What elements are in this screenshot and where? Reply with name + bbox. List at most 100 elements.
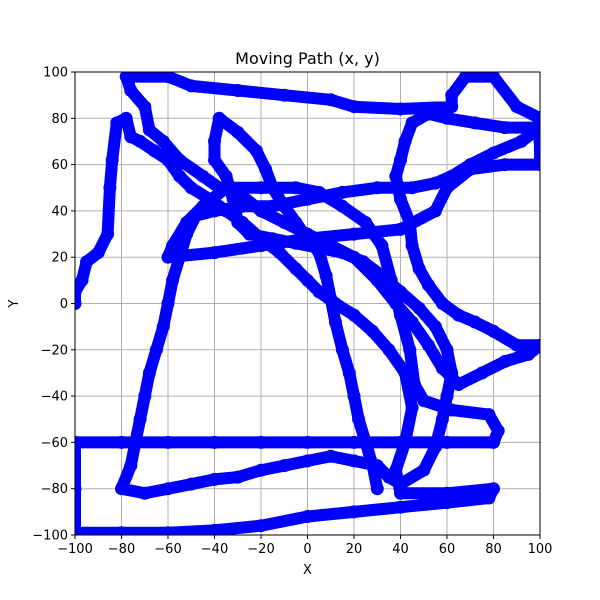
path-point	[219, 169, 233, 183]
path-point	[405, 181, 419, 195]
path-point	[445, 366, 459, 380]
path-point	[510, 100, 524, 114]
x-tick-label: 0	[303, 542, 311, 557]
path-point	[312, 185, 326, 199]
path-point	[173, 153, 187, 167]
path-point	[277, 199, 291, 213]
y-tick-label: −60	[41, 436, 68, 451]
path-point	[440, 496, 454, 510]
path-point	[445, 88, 459, 102]
path-point	[289, 262, 303, 276]
path-point	[212, 181, 226, 195]
path-point	[101, 227, 115, 241]
path-point	[452, 378, 466, 391]
path-point	[133, 412, 147, 426]
path-point	[428, 440, 442, 454]
path-point	[166, 273, 180, 287]
path-point	[375, 239, 389, 253]
path-point	[208, 153, 221, 167]
path-point	[231, 470, 245, 484]
path-point	[231, 84, 245, 97]
path-point	[266, 232, 280, 246]
path-point	[491, 424, 505, 438]
path-point	[124, 84, 138, 97]
path-point	[301, 192, 314, 206]
path-point	[324, 239, 338, 253]
path-point	[254, 435, 268, 449]
path-point	[75, 435, 82, 449]
path-point	[403, 216, 417, 229]
path-point	[128, 435, 142, 449]
path-point	[324, 449, 338, 463]
path-point	[156, 134, 170, 148]
path-point	[161, 153, 175, 167]
path-point	[452, 308, 466, 322]
path-point	[521, 347, 535, 361]
path-point	[328, 315, 342, 329]
path-point	[249, 144, 263, 158]
path-point	[405, 116, 419, 130]
path-point	[161, 297, 175, 310]
path-point	[115, 526, 128, 535]
path-point	[435, 297, 449, 310]
y-tick-label: −100	[32, 529, 68, 544]
path-point	[533, 134, 540, 148]
path-point	[405, 401, 419, 415]
path-point	[412, 262, 426, 276]
path-point	[482, 408, 496, 422]
path-point	[138, 486, 152, 500]
path-point	[277, 88, 291, 102]
path-point	[487, 435, 500, 449]
path-point	[161, 526, 175, 535]
path-point	[366, 459, 380, 473]
x-tick-label: −20	[247, 542, 274, 557]
path-point	[335, 185, 349, 199]
x-tick-label: 80	[485, 542, 502, 557]
path-point	[189, 209, 203, 222]
path-point	[533, 158, 540, 172]
path-point	[533, 121, 540, 135]
path-point	[421, 107, 435, 121]
path-point	[161, 250, 175, 264]
x-tick-label: −60	[154, 542, 181, 557]
path-point	[103, 181, 117, 195]
x-tick-label: 100	[528, 542, 553, 557]
path-point	[266, 181, 280, 195]
path-point	[161, 72, 175, 84]
path-point	[259, 162, 273, 176]
x-tick-label: −40	[201, 542, 228, 557]
path-point	[394, 102, 407, 116]
path-point	[301, 435, 314, 449]
path-point	[138, 100, 152, 114]
path-point	[208, 134, 221, 148]
path-point	[394, 500, 407, 514]
y-tick-label: −20	[41, 343, 68, 358]
path-point	[208, 204, 221, 218]
y-tick-label: 80	[51, 112, 68, 127]
path-point	[142, 123, 156, 137]
x-axis-label: X	[303, 563, 312, 578]
path-point	[75, 285, 82, 299]
x-tick-label: 40	[392, 542, 409, 557]
path-point	[459, 72, 473, 84]
path-point	[208, 523, 221, 535]
path-point	[91, 246, 105, 260]
path-point	[138, 389, 152, 403]
path-point	[440, 343, 454, 357]
path-point	[389, 169, 403, 183]
path-point	[440, 181, 454, 195]
path-point	[149, 343, 163, 357]
path-point	[487, 324, 500, 338]
path-point	[487, 146, 500, 160]
path-point	[405, 315, 419, 329]
path-point	[254, 204, 268, 218]
x-tick-label: 20	[346, 542, 363, 557]
path-point	[347, 227, 361, 241]
path-point	[440, 435, 454, 449]
path-point	[301, 273, 314, 287]
path-point	[231, 216, 245, 229]
y-tick-label: 0	[60, 297, 68, 312]
path-point	[356, 255, 370, 269]
path-point	[352, 412, 366, 426]
path-point	[312, 246, 326, 260]
